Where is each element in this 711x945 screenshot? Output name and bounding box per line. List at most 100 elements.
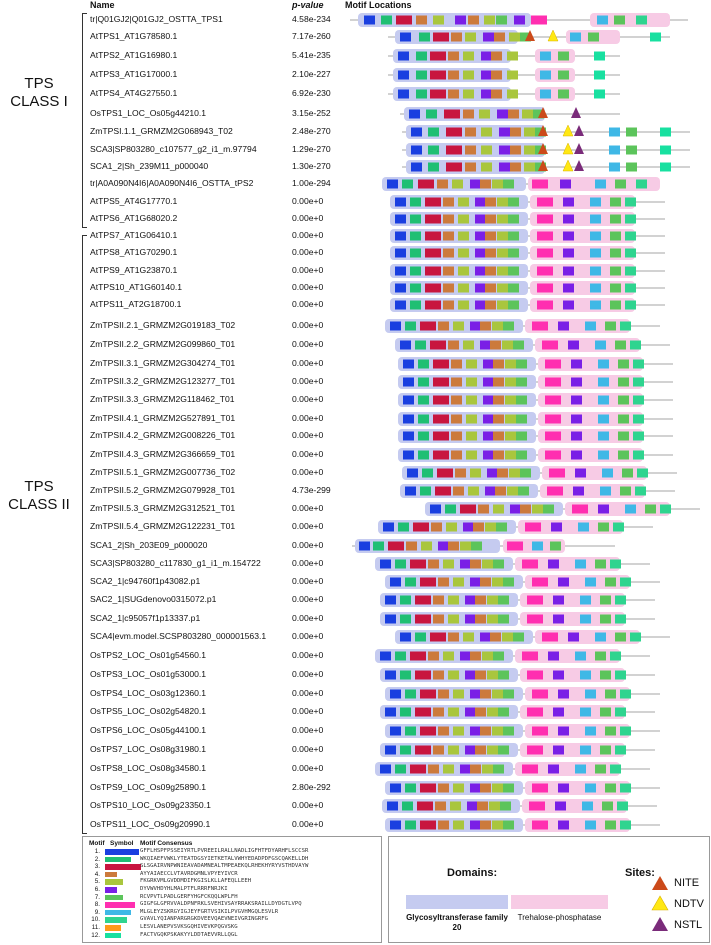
motif-8-box bbox=[531, 15, 547, 25]
motif-1-box bbox=[385, 670, 396, 680]
motif-8-box bbox=[529, 801, 545, 811]
motif-7-box bbox=[588, 32, 599, 42]
motif-track bbox=[388, 49, 620, 63]
p-value: 1.29e-270 bbox=[292, 144, 331, 154]
motif-1-box bbox=[409, 109, 420, 119]
sites-symbols bbox=[651, 876, 669, 931]
motif-7-box bbox=[498, 745, 509, 755]
motif-4-box bbox=[428, 559, 439, 569]
tpp-domain bbox=[530, 264, 635, 278]
p-value: 0.00e+0 bbox=[292, 725, 324, 735]
motif-4-box bbox=[406, 541, 417, 551]
motif-1-box bbox=[385, 707, 396, 717]
motif-legend-symbol bbox=[105, 856, 131, 863]
motif-7-box bbox=[618, 431, 629, 441]
motif-4-box bbox=[433, 707, 444, 717]
motif-3-box bbox=[415, 595, 431, 605]
motif-6-box bbox=[483, 359, 494, 369]
motif-2-box bbox=[418, 450, 429, 460]
motif-1-box bbox=[390, 726, 401, 736]
motif-3-box bbox=[430, 340, 446, 350]
motif-4-box bbox=[438, 689, 449, 699]
motif-6-box bbox=[475, 283, 486, 293]
p-value: 0.00e+0 bbox=[292, 558, 324, 568]
motif-7-box bbox=[600, 614, 611, 624]
motif-3-box bbox=[433, 359, 449, 369]
motif-7-box bbox=[622, 468, 633, 478]
motif-legend-consensus: SLSGAIRVNPWNIEAVADAMNEALTMPEAEKQLRHEKHYR… bbox=[140, 863, 309, 870]
motif-1-box bbox=[403, 414, 414, 424]
motif-5-box bbox=[463, 632, 474, 642]
motif-5-box bbox=[466, 450, 477, 460]
motif-track bbox=[380, 593, 655, 607]
motif-7-box bbox=[513, 340, 524, 350]
motif-5-box bbox=[465, 32, 476, 42]
motif-7-box bbox=[508, 266, 519, 276]
motif-5-box bbox=[466, 377, 477, 387]
motif-2-box bbox=[405, 726, 416, 736]
gt20-domain-label: Glycosyltransferase family 20 bbox=[406, 913, 508, 932]
motif-4-box bbox=[490, 340, 501, 350]
motif-5-box bbox=[458, 283, 469, 293]
motif-5-box bbox=[524, 127, 535, 137]
motif-5-box bbox=[448, 614, 459, 624]
motif-8-box bbox=[545, 431, 561, 441]
motif-track bbox=[390, 229, 665, 243]
motif-6-box bbox=[563, 231, 574, 241]
sequence-name: OsTPS3_LOC_Os01g53000.1 bbox=[90, 669, 207, 679]
motif-4-box bbox=[448, 541, 459, 551]
motif-legend-consensus: GIGFGLGFRVVALDPNFRKLSVEHIVSAYRRAKSRAILLD… bbox=[140, 901, 302, 908]
motif-4-box bbox=[493, 377, 504, 387]
motif-4-box bbox=[455, 468, 466, 478]
motif-3-box bbox=[425, 266, 441, 276]
motif-9-box bbox=[585, 689, 596, 699]
nstl-triangle-icon bbox=[652, 917, 668, 931]
motif-7-box bbox=[610, 214, 621, 224]
motif-1-box bbox=[395, 248, 406, 258]
motif-4-box bbox=[437, 179, 448, 189]
p-value: 0.00e+0 bbox=[292, 247, 324, 257]
motif-track bbox=[375, 649, 650, 663]
tpp-domain bbox=[538, 412, 643, 426]
motif-6-box bbox=[481, 70, 492, 80]
motif-4-box bbox=[480, 179, 491, 189]
motif-4-box bbox=[485, 214, 496, 224]
motif-8-box bbox=[507, 541, 523, 551]
tpp-domain bbox=[525, 818, 630, 832]
domains-sites-legend: Domains: Glycosyltransferase family 20 T… bbox=[388, 836, 710, 943]
motif-7-box bbox=[503, 783, 514, 793]
motif-4-box bbox=[485, 197, 496, 207]
motif-4-box bbox=[520, 504, 531, 514]
motif-2-box bbox=[418, 359, 429, 369]
motif-1-box bbox=[395, 266, 406, 276]
motif-8-box bbox=[525, 522, 541, 532]
motif-4-box bbox=[451, 395, 462, 405]
motif-5-box bbox=[421, 541, 432, 551]
motif-track bbox=[390, 195, 665, 209]
motif-9-box bbox=[532, 541, 543, 551]
class2-bracket bbox=[82, 235, 87, 834]
motif-legend-consensus: RCVPVTLPADLGERFYHGFCKQQLWPLFH bbox=[140, 893, 238, 900]
motif-4-box bbox=[475, 614, 486, 624]
motif-4-box bbox=[438, 321, 449, 331]
motif-2-box bbox=[428, 145, 439, 155]
sequence-name: ZmTPSII.3.2_GRMZM2G123277_T01 bbox=[90, 376, 236, 386]
motif-10-box bbox=[636, 15, 647, 25]
motif-6-box bbox=[571, 431, 582, 441]
motif-7-box bbox=[595, 559, 606, 569]
gt20-domain-swatch bbox=[406, 895, 508, 909]
motif-3-box bbox=[388, 541, 404, 551]
motif-8-box bbox=[537, 248, 553, 258]
sequence-rows: tr|Q01GJ2|Q01GJ2_OSTTA_TPS1 4.58e-234 AtTP… bbox=[90, 13, 700, 832]
motif-4-box bbox=[416, 15, 427, 25]
motif-legend-symbol bbox=[105, 925, 121, 931]
motif-4-box bbox=[451, 450, 462, 460]
motif-10-box bbox=[620, 689, 631, 699]
motif-5-box bbox=[470, 468, 481, 478]
motif-10-box bbox=[633, 395, 644, 405]
tpp-domain bbox=[530, 281, 635, 295]
motif-3-box bbox=[418, 179, 434, 189]
motif-track bbox=[395, 338, 670, 352]
p-value: 7.17e-260 bbox=[292, 31, 331, 41]
motif-legend-symbol bbox=[105, 902, 135, 908]
